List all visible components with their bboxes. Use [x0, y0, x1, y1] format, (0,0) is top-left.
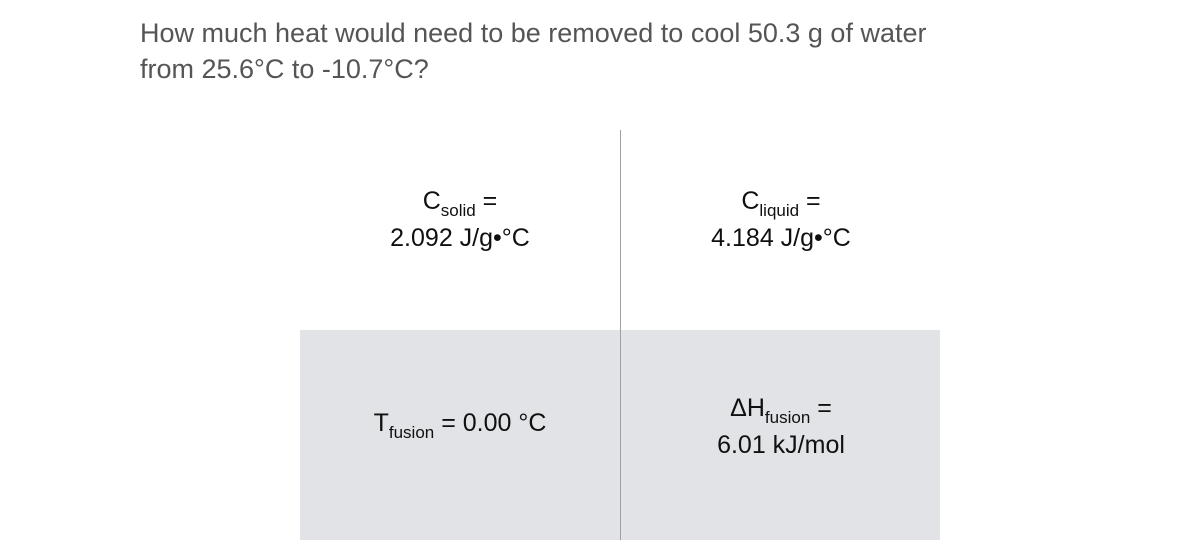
dh-fusion-label: ΔHfusion = [621, 392, 941, 429]
dh-fusion-label-prefix: ΔH [730, 394, 765, 422]
c-liquid-label-sub: liquid [759, 201, 799, 220]
t-fusion-label-sub: fusion [389, 423, 434, 442]
c-liquid-label: Cliquid = [621, 185, 941, 222]
c-liquid-cell: Cliquid = 4.184 J/g•°C [621, 185, 941, 256]
c-solid-label: Csolid = [300, 185, 620, 222]
c-solid-value: 2.092 J/g•°C [300, 222, 620, 256]
c-liquid-label-eq: = [799, 187, 821, 215]
t-fusion-label-prefix: T [374, 409, 389, 437]
dh-fusion-label-eq: = [810, 394, 832, 422]
dh-fusion-label-sub: fusion [765, 408, 810, 427]
c-solid-label-sub: solid [441, 201, 476, 220]
c-liquid-label-prefix: C [741, 187, 759, 215]
question-line-1: How much heat would need to be removed t… [140, 18, 926, 48]
t-fusion-value: 0.00 °C [463, 409, 547, 437]
page: How much heat would need to be removed t… [0, 0, 1200, 555]
t-fusion-label-eq: = [434, 409, 463, 437]
question-line-2: from 25.6°C to -10.7°C? [140, 54, 429, 84]
dh-fusion-cell: ΔHfusion = 6.01 kJ/mol [621, 392, 941, 463]
c-solid-label-eq: = [476, 187, 498, 215]
c-solid-cell: Csolid = 2.092 J/g•°C [300, 185, 620, 256]
c-liquid-value: 4.184 J/g•°C [621, 222, 941, 256]
t-fusion-cell: Tfusion = 0.00 °C [300, 407, 620, 444]
c-solid-label-prefix: C [423, 187, 441, 215]
dh-fusion-value: 6.01 kJ/mol [621, 429, 941, 463]
question-text: How much heat would need to be removed t… [140, 15, 1000, 88]
data-diagram: Csolid = 2.092 J/g•°C Cliquid = 4.184 J/… [300, 130, 940, 540]
